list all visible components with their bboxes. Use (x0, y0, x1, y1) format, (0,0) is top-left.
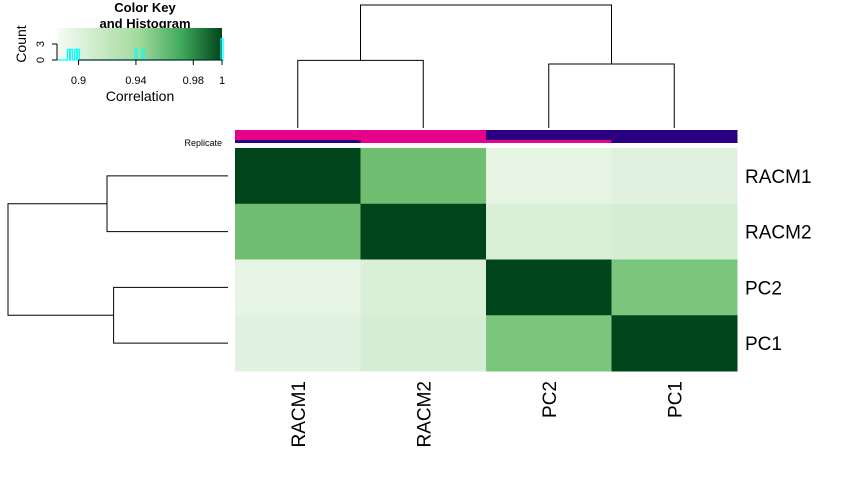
column-labels: RACM1 RACM2 PC2 PC1 (289, 381, 687, 448)
heatmap-cell-pc1-pc2 (486, 315, 612, 372)
heatmap-cell-racm1-pc2 (486, 148, 612, 205)
replicate-stripe-pc1 (611, 140, 738, 143)
color-key-y-tick-label: 3 (35, 41, 47, 47)
color-key: Color Key and Histogram 0.9 0.94 0.98 1 03 … (13, 0, 225, 104)
column-dendrogram (297, 4, 675, 128)
heatmap-cells (235, 148, 738, 372)
replicate-color-pc2 (486, 130, 612, 140)
color-key-x-tick-label: 0.9 (71, 75, 86, 87)
color-key-x-tick-label: 0.94 (125, 75, 146, 87)
color-key-x-tick-label: 1 (219, 75, 225, 87)
column-label-racm2: RACM2 (414, 381, 435, 448)
heatmap-cell-pc2-pc2 (486, 259, 612, 316)
row-label-pc2: PC2 (745, 278, 782, 299)
row-dendro-racm-branch (106, 175, 228, 233)
heatmap-cell-racm1-racm2 (360, 148, 487, 205)
heatmap-cell-racm1-racm1 (235, 148, 361, 205)
column-label-pc1: PC1 (665, 381, 686, 418)
replicate-color-pc1 (611, 130, 738, 140)
replicate-label: Replicate (184, 138, 222, 148)
color-key-x-tick-label: 0.98 (183, 75, 204, 87)
heatmap-cell-racm2-pc2 (486, 203, 612, 260)
heatmap-cell-pc1-pc1 (611, 315, 738, 372)
col-dendro-racm-branch (297, 59, 424, 128)
column-label-pc2: PC2 (540, 381, 561, 418)
heatmap-cell-pc1-racm1 (235, 315, 361, 372)
color-key-title: Color Key (114, 0, 176, 15)
replicate-annotation-bar (235, 130, 738, 143)
color-key-ylabel: Count (13, 25, 29, 62)
row-dendro-pc-branch (113, 286, 228, 344)
heatmap-cell-racm2-racm1 (235, 203, 361, 260)
col-dendro-pc-branch (548, 63, 675, 128)
row-label-racm1: RACM1 (745, 167, 812, 188)
heatmap-cell-racm2-pc1 (611, 203, 738, 260)
color-key-xlabel: Correlation (106, 88, 174, 104)
replicate-stripe-racm2 (360, 140, 487, 143)
row-label-racm2: RACM2 (745, 223, 812, 244)
color-key-x-ticks: 0.9 0.94 0.98 1 (71, 59, 225, 87)
heatmap-cell-racm2-racm2 (360, 203, 487, 260)
heatmap-cell-pc2-racm1 (235, 259, 361, 316)
heatmap-cell-pc2-pc1 (611, 259, 738, 316)
row-labels: RACM1 RACM2 PC2 PC1 (745, 167, 812, 355)
replicate-color-racm2 (360, 130, 487, 140)
heatmap-cell-pc1-racm2 (360, 315, 487, 372)
replicate-stripe-racm1 (235, 140, 361, 143)
replicate-stripe-pc2 (486, 140, 612, 143)
row-label-pc1: PC1 (745, 334, 782, 355)
row-dendro-root-branch (7, 203, 114, 316)
color-key-gradient (57, 28, 222, 60)
column-label-racm1: RACM1 (289, 381, 310, 448)
heatmap-cell-pc2-racm2 (360, 259, 487, 316)
color-key-y-ticks: 03 (35, 41, 58, 63)
replicate-color-racm1 (235, 130, 361, 140)
heatmap-cell-racm1-pc1 (611, 148, 738, 205)
row-dendrogram (7, 175, 228, 344)
color-key-y-tick-label: 0 (35, 57, 47, 63)
color-key-subtitle: and Histogram (99, 16, 190, 31)
col-dendro-root-branch (360, 4, 612, 65)
